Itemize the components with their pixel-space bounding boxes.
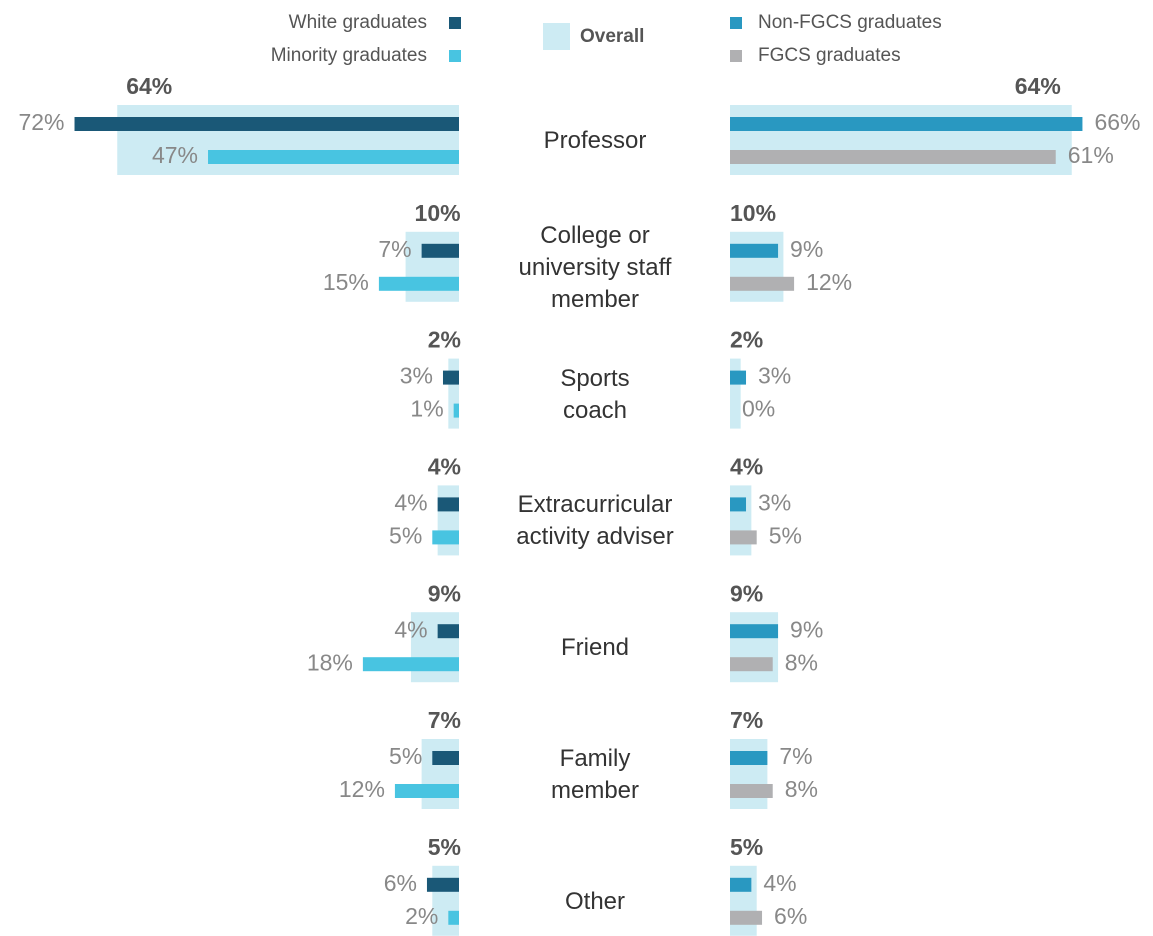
category-label: Professor: [543, 127, 647, 154]
value-label: 7%: [378, 236, 411, 262]
overall-band: [730, 865, 757, 936]
overall-label: 4%: [428, 453, 461, 479]
overall-band: [421, 739, 459, 809]
bar: [730, 784, 773, 798]
legend-swatch: [543, 23, 570, 50]
legend-label: White graduates: [289, 12, 427, 33]
category-label: College or university staff member: [518, 221, 672, 313]
bar: [730, 243, 779, 258]
value-label: 1%: [410, 396, 443, 422]
overall-band: [437, 485, 459, 556]
category-label: Other: [564, 887, 626, 915]
overall-label: 2%: [730, 327, 763, 353]
bar: [378, 276, 459, 291]
value-label: 2%: [405, 903, 438, 929]
value-label: 15%: [323, 269, 369, 295]
value-label: 61%: [1068, 142, 1114, 168]
overall-label: 4%: [730, 453, 763, 479]
bar: [442, 370, 459, 385]
legend-swatch: [730, 50, 742, 62]
overall-band: [730, 231, 784, 302]
bar: [730, 497, 747, 512]
overall-label: 2%: [428, 327, 461, 353]
value-label: 8%: [785, 776, 818, 802]
overall-label: 7%: [730, 707, 763, 733]
overall-label: 10%: [415, 200, 461, 226]
value-label: 4%: [394, 489, 427, 515]
legend-label: Overall: [580, 26, 644, 47]
overall-label: 64%: [126, 73, 172, 99]
overall-band: [730, 358, 741, 429]
bar: [730, 624, 779, 639]
value-label: 12%: [339, 776, 385, 802]
bar: [730, 150, 1056, 164]
value-label: 72%: [18, 109, 64, 135]
bar: [730, 370, 747, 385]
bar: [730, 276, 795, 291]
value-label: 18%: [307, 649, 353, 675]
overall-label: 9%: [730, 580, 763, 606]
overall-band: [405, 231, 459, 302]
bar: [730, 877, 752, 892]
value-label: 4%: [763, 870, 796, 896]
bar: [730, 910, 763, 925]
bar: [432, 751, 459, 765]
overall-band: [730, 739, 768, 809]
value-label: 0%: [742, 396, 775, 422]
category-label: Extracurricular activity adviser: [516, 491, 674, 551]
value-label: 9%: [790, 236, 823, 262]
bar: [432, 530, 459, 545]
bar: [421, 243, 459, 258]
value-label: 12%: [806, 269, 852, 295]
bar: [730, 657, 773, 672]
overall-label: 10%: [730, 200, 776, 226]
legend-label: FGCS graduates: [758, 45, 901, 66]
bar: [426, 877, 459, 892]
overall-label: 64%: [1015, 73, 1061, 99]
value-label: 47%: [152, 142, 198, 168]
value-label: 5%: [389, 743, 422, 769]
value-label: 6%: [774, 903, 807, 929]
bar: [730, 751, 768, 765]
overall-label: 5%: [428, 834, 461, 860]
bar: [74, 117, 460, 131]
overall-label: 9%: [428, 580, 461, 606]
value-label: 3%: [758, 363, 791, 389]
overall-label: 5%: [730, 834, 763, 860]
bar: [394, 784, 459, 798]
value-label: 7%: [779, 743, 812, 769]
overall-band: [730, 105, 1072, 175]
legend-swatch: [449, 50, 461, 62]
value-label: 8%: [785, 649, 818, 675]
legend-swatch: [730, 17, 742, 29]
legend-label: Minority graduates: [271, 45, 427, 66]
legend-swatch: [449, 17, 461, 29]
value-label: 9%: [790, 616, 823, 642]
value-label: 66%: [1094, 109, 1140, 135]
bar: [730, 530, 757, 545]
bar: [437, 624, 459, 639]
bar: [448, 910, 459, 925]
value-label: 3%: [400, 363, 433, 389]
overall-band: [730, 485, 752, 556]
bar: [362, 657, 459, 672]
category-label: Sports coach: [560, 364, 630, 424]
value-label: 6%: [384, 870, 417, 896]
legend-label: Non-FGCS graduates: [758, 12, 942, 33]
value-label: 5%: [389, 522, 422, 548]
bar: [730, 117, 1083, 131]
overall-band: [730, 612, 779, 683]
category-label: Friend: [560, 634, 630, 662]
value-label: 5%: [769, 522, 802, 548]
category-label: Family member: [550, 745, 640, 804]
overall-band: [448, 358, 459, 429]
bar: [437, 497, 459, 512]
value-label: 3%: [758, 489, 791, 515]
overall-label: 7%: [428, 707, 461, 733]
bar: [208, 150, 459, 164]
value-label: 4%: [394, 616, 427, 642]
bar: [453, 403, 459, 418]
